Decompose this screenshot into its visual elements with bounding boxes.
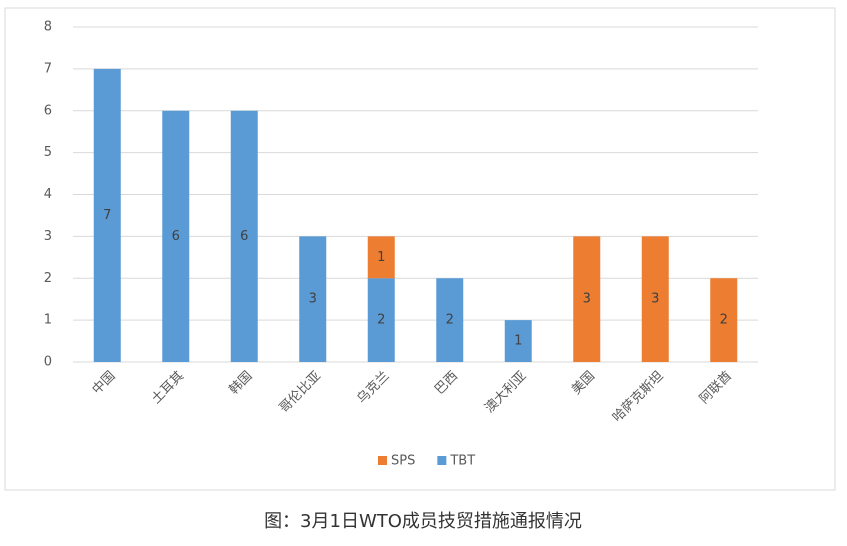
data-label: 7 (103, 208, 111, 223)
data-label: 6 (172, 229, 180, 244)
y-tick-label: 3 (44, 229, 52, 244)
bar-segment (299, 236, 327, 362)
data-label: 3 (583, 292, 591, 307)
bar-segment (162, 110, 190, 362)
data-label: 2 (377, 313, 385, 328)
bar-segment (573, 236, 601, 362)
y-tick-label: 1 (44, 313, 52, 328)
legend-label: TBT (449, 454, 475, 469)
bar-segment (436, 278, 464, 362)
chart-frame (4, 7, 836, 491)
y-tick-label: 6 (44, 103, 52, 118)
data-label: 6 (240, 229, 248, 244)
legend-swatch (378, 456, 387, 465)
data-label: 3 (651, 292, 659, 307)
bar-segment (367, 278, 395, 362)
data-label: 2 (446, 313, 454, 328)
legend-swatch (437, 456, 447, 465)
data-label: 1 (377, 250, 385, 265)
legend-label: SPS (391, 454, 415, 469)
bar-segment (367, 236, 395, 279)
bar-segment (93, 68, 121, 362)
y-tick-label: 4 (44, 187, 52, 202)
y-tick-label: 2 (44, 271, 52, 286)
bar-segment (230, 110, 258, 362)
y-tick-label: 5 (44, 145, 52, 160)
bar-segment (710, 278, 738, 362)
y-tick-label: 8 (44, 20, 52, 35)
y-tick-label: 0 (44, 355, 52, 370)
data-label: 3 (309, 292, 317, 307)
data-label: 2 (720, 313, 728, 328)
bar-segment (504, 320, 532, 362)
bar-segment (641, 236, 669, 362)
caption: 图：3月1日WTO成员技贸措施通报情况 (264, 511, 582, 532)
data-label: 1 (514, 334, 522, 349)
y-tick-label: 7 (44, 61, 52, 76)
